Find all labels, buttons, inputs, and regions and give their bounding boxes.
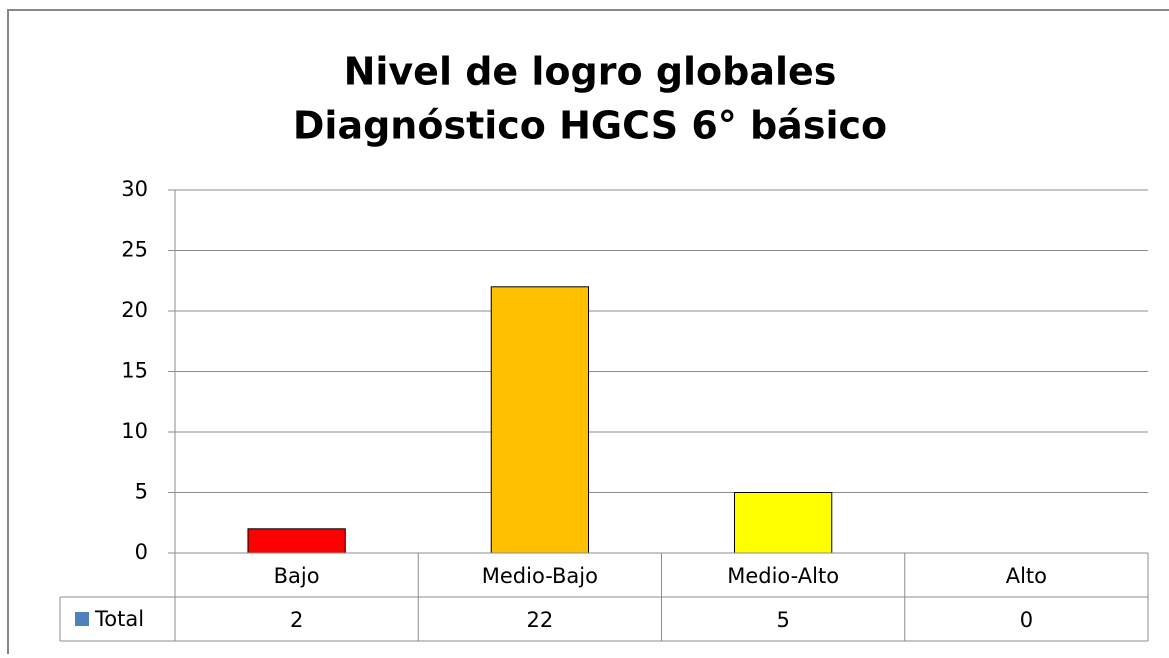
x-tick-label: Medio-Alto (727, 564, 839, 588)
bar (247, 528, 346, 554)
y-tick-label: 20 (121, 298, 148, 322)
x-tick-label: Alto (1006, 564, 1047, 588)
data-label: 22 (527, 608, 554, 632)
y-tick-label: 5 (135, 480, 148, 504)
bar (733, 492, 833, 554)
x-tick-label: Bajo (274, 564, 320, 588)
chart-title: Nivel de logro globales (344, 50, 837, 94)
data-label: 0 (1020, 608, 1033, 632)
data-label: 5 (776, 608, 789, 632)
y-tick-label: 30 (121, 177, 148, 201)
x-tick-label: Medio-Bajo (482, 564, 598, 588)
y-tick-label: 0 (135, 540, 148, 564)
y-tick-label: 25 (121, 238, 148, 262)
y-tick-label: 10 (121, 419, 148, 443)
legend-key (75, 612, 89, 626)
bar (490, 286, 590, 554)
chart-title: Diagnóstico HGCS 6° básico (293, 104, 887, 148)
data-label: 2 (290, 608, 303, 632)
y-tick-label: 15 (121, 359, 148, 383)
legend-label: Total (94, 607, 144, 631)
